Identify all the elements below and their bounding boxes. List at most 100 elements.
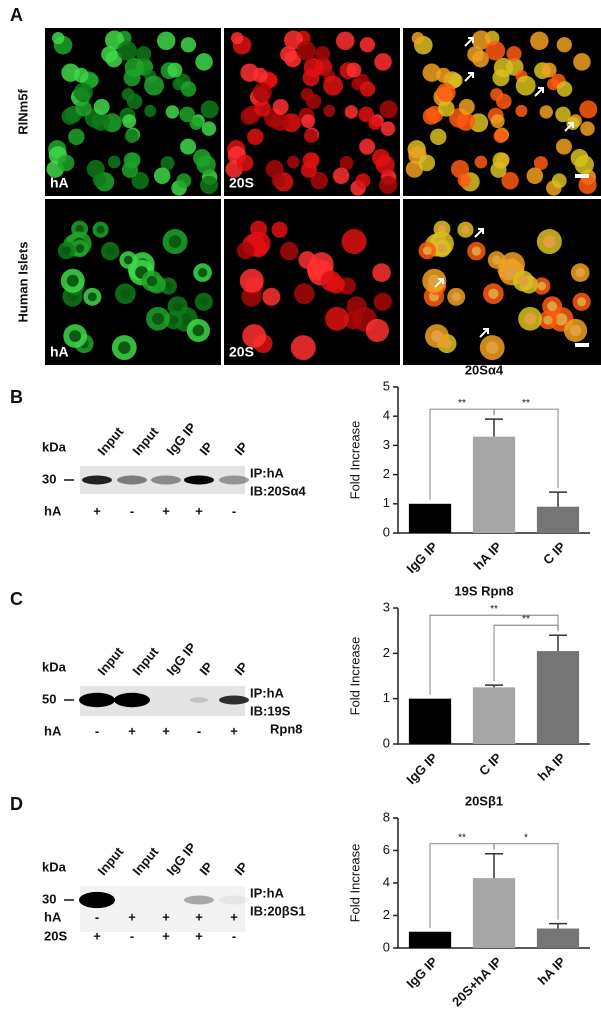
error-bar: [549, 634, 567, 652]
cell: [180, 138, 197, 155]
nucleus: [461, 225, 470, 234]
nucleus: [422, 246, 432, 255]
sign: -: [232, 928, 236, 943]
nucleus: [486, 341, 499, 354]
marker-label: 30: [42, 891, 56, 906]
micrograph: [403, 199, 601, 365]
nucleus: [437, 244, 447, 253]
sign: +: [128, 723, 136, 738]
cell: [305, 93, 322, 110]
chart-title: 20Sβ1: [465, 793, 503, 808]
micrograph: [224, 199, 400, 365]
sign: -: [130, 928, 134, 943]
x-tick-label: hA IP: [471, 539, 505, 573]
nucleus: [75, 224, 84, 234]
cell: [195, 53, 213, 71]
cell: [490, 114, 505, 129]
lane-label: IgG IP: [163, 639, 199, 678]
nucleus: [105, 246, 115, 256]
nucleus: [169, 315, 179, 325]
nucleus: [87, 292, 97, 302]
cell: [346, 296, 367, 317]
bar: [536, 651, 580, 744]
cell: [201, 121, 217, 136]
cell: [250, 239, 268, 258]
cell: [122, 114, 137, 129]
significance-label: **: [522, 398, 530, 409]
cell: [450, 159, 470, 179]
cell: [355, 173, 371, 189]
nucleus: [569, 324, 582, 337]
cell: [458, 98, 475, 115]
nucleus: [192, 324, 205, 337]
row-label: hA: [44, 723, 62, 738]
nucleus: [199, 297, 209, 307]
lane-label: IP: [231, 439, 251, 458]
cell: [242, 324, 267, 348]
cell: [526, 167, 544, 185]
y-tick-label: 3: [383, 599, 390, 614]
ib-label: IB:20βS1: [250, 903, 306, 918]
cell: [325, 306, 349, 331]
blot-band: [79, 692, 115, 708]
significance-label: **: [458, 832, 466, 843]
cell: [580, 121, 595, 136]
y-axis-label: Fold Increase: [347, 637, 362, 716]
cell: [296, 40, 316, 61]
panel-letter: A: [10, 5, 23, 25]
cell: [315, 46, 331, 62]
cell: [373, 292, 392, 311]
x-tick-label: C IP: [540, 539, 569, 568]
cell: [189, 116, 203, 130]
lane-label: Input: [129, 844, 161, 878]
cell: [136, 46, 152, 62]
cell: [359, 37, 376, 53]
cell: [290, 335, 316, 361]
scale-bar: [575, 343, 589, 347]
cell: [301, 114, 316, 129]
cell: [298, 251, 317, 269]
cell: [239, 268, 264, 293]
cell: [555, 138, 572, 155]
lane-label: IP: [196, 659, 216, 678]
cell: [265, 159, 284, 179]
nucleus: [62, 246, 71, 255]
sign: -: [197, 723, 201, 738]
cell: [375, 155, 395, 175]
nucleus: [197, 267, 208, 278]
lane-label: IgG IP: [163, 419, 199, 458]
cell: [302, 152, 320, 169]
cell: [160, 156, 175, 171]
cell: [123, 152, 141, 169]
cell: [180, 81, 197, 97]
cell: [247, 128, 264, 146]
cell: [485, 40, 506, 61]
marker-label: 30: [42, 471, 56, 486]
cell: [126, 93, 143, 110]
cell: [52, 32, 65, 45]
cell: [57, 154, 75, 172]
cell: [358, 106, 374, 123]
cell: [236, 154, 254, 172]
arrow: [464, 37, 474, 47]
sign: +: [93, 503, 101, 518]
ib-label: Rpn8: [270, 721, 303, 736]
sign: +: [162, 928, 170, 943]
blot-band: [184, 475, 214, 485]
panel-letter: D: [10, 794, 23, 814]
nucleus: [66, 274, 79, 287]
cell: [254, 100, 271, 117]
lane-label: IP: [196, 439, 216, 458]
cell: [515, 104, 528, 117]
sign: -: [130, 503, 134, 518]
cell: [196, 155, 216, 175]
cell: [144, 75, 165, 96]
significance-label: *: [524, 832, 528, 843]
cell: [124, 57, 145, 78]
cell: [262, 287, 281, 306]
cell: [293, 283, 315, 304]
cell: [411, 32, 424, 45]
nucleus: [123, 255, 133, 265]
y-tick-label: 2: [383, 645, 390, 660]
y-tick-label: 2: [383, 466, 390, 481]
